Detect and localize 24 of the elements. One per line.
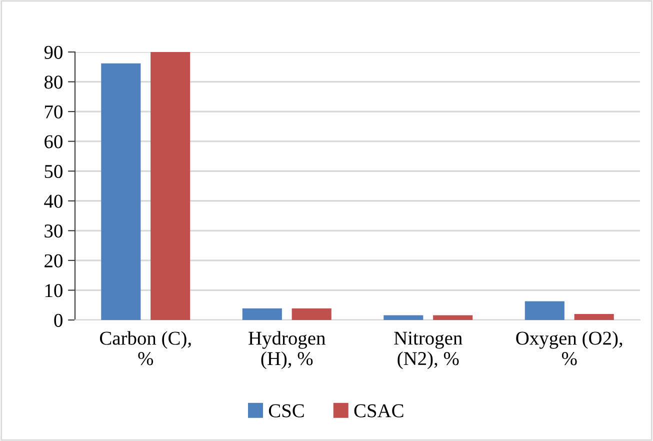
y-tick-label: 40 (44, 194, 62, 208)
y-tick-label: 10 (45, 284, 62, 298)
bar (524, 301, 564, 320)
bar (242, 308, 282, 320)
y-tick-label: 0 (54, 314, 62, 327)
y-tick-label: 70 (45, 105, 62, 118)
x-tick-label: Carbon (C), % (100, 331, 191, 366)
x-tick-label: Oxygen (O2), % (516, 331, 622, 366)
y-tick-label: 20 (44, 254, 62, 268)
y-tick-label: 30 (44, 224, 62, 238)
bar (574, 314, 614, 320)
bar (433, 315, 473, 320)
bar (292, 308, 332, 320)
bar (150, 52, 190, 320)
legend-label: CSAC (354, 404, 404, 418)
y-tick-label: 50 (44, 164, 62, 178)
x-tick-label: Hydrogen (H), % (248, 331, 326, 370)
y-tick-label: 90 (44, 46, 62, 59)
y-tick-label: 80 (44, 76, 62, 89)
y-tick-label: 60 (44, 135, 62, 148)
legend-label: CSC (268, 404, 304, 418)
bar (384, 315, 424, 320)
x-tick-label: Nitrogen (N2), % (394, 332, 462, 370)
bar (101, 63, 141, 320)
